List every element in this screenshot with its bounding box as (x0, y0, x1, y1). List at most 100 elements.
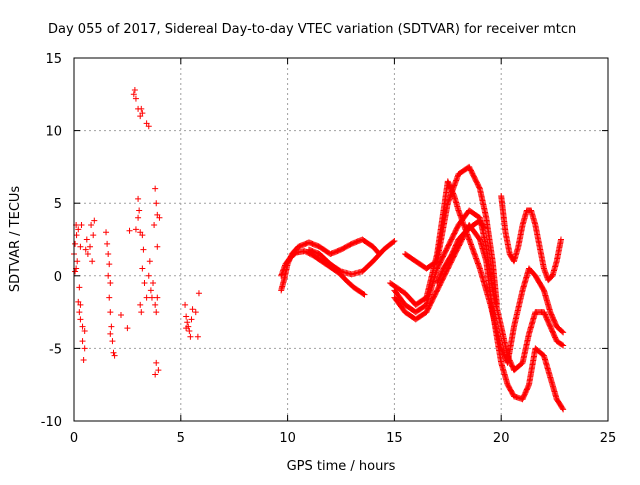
data-point (106, 261, 113, 268)
y-tick-label: -10 (41, 415, 62, 430)
data-point (139, 265, 146, 272)
data-point (559, 405, 566, 412)
data-point (152, 371, 159, 378)
series-cluster-0-1h (71, 217, 98, 364)
data-point (139, 110, 146, 117)
data-point (124, 325, 131, 332)
series-pass-F (434, 217, 488, 287)
data-point (147, 287, 154, 294)
data-point (148, 294, 155, 301)
data-point (558, 236, 565, 243)
data-point (525, 382, 532, 389)
x-tick-label: 5 (177, 431, 185, 446)
data-point (559, 341, 566, 348)
data-point (138, 309, 145, 316)
data-point (195, 290, 202, 297)
data-point (126, 227, 133, 234)
data-point (391, 237, 398, 244)
data-point (103, 229, 110, 236)
data-point (141, 280, 148, 287)
x-tick-label: 15 (386, 431, 403, 446)
y-tick-label: 15 (45, 52, 62, 67)
data-point (131, 86, 138, 93)
data-point (493, 301, 500, 308)
data-point (105, 272, 112, 279)
data-point (130, 91, 137, 98)
data-point (143, 294, 150, 301)
data-point (152, 185, 159, 192)
data-point (76, 309, 83, 316)
series-cluster-1-2h (103, 227, 133, 359)
data-point (155, 367, 162, 374)
x-tick-label: 25 (600, 431, 617, 446)
data-point (91, 217, 98, 224)
data-point (117, 312, 124, 319)
data-point (153, 309, 160, 316)
data-point (188, 316, 195, 323)
data-point (80, 357, 87, 364)
y-tick-label: -5 (49, 342, 62, 357)
data-point (109, 338, 116, 345)
data-point (183, 313, 190, 320)
data-point (480, 223, 487, 230)
data-point (104, 240, 111, 247)
data-point (76, 284, 83, 291)
data-point (74, 258, 81, 265)
data-point (145, 272, 152, 279)
data-point (152, 301, 159, 308)
axis-ticks (73, 57, 609, 422)
data-point (187, 333, 194, 340)
data-point (78, 221, 85, 228)
tick-labels: 0 5 10 15 20 25 -10 -5 0 5 10 15 (41, 52, 617, 446)
x-tick-label: 0 (70, 431, 78, 446)
y-tick-label: 5 (54, 197, 62, 212)
data-point (135, 214, 142, 221)
data-point (156, 214, 163, 221)
data-point (84, 251, 91, 258)
data-point (106, 294, 113, 301)
data-point (136, 207, 143, 214)
data-point (73, 232, 80, 239)
data-point (361, 291, 368, 298)
data-point (77, 316, 84, 323)
data-point (75, 298, 82, 305)
data-point (560, 342, 567, 349)
data-point (560, 329, 567, 336)
data-point (89, 258, 96, 265)
data-point (390, 238, 397, 245)
data-point (153, 200, 160, 207)
series-pass-D (402, 163, 500, 308)
data-point (83, 236, 90, 243)
data-point (132, 226, 139, 233)
x-tick-label: 10 (279, 431, 296, 446)
data-point (183, 325, 190, 332)
x-axis-label: GPS time / hours (287, 459, 396, 474)
data-point (360, 290, 367, 297)
data-point (192, 309, 199, 316)
data-point (189, 306, 196, 313)
data-point (140, 246, 147, 253)
data-point (146, 258, 153, 265)
chart-title: Day 055 of 2017, Sidereal Day-to-day VTE… (48, 22, 576, 37)
series-pass-A (387, 178, 567, 366)
x-tick-label: 20 (493, 431, 510, 446)
data-point (135, 195, 142, 202)
data-point (559, 328, 566, 335)
data-point (560, 406, 567, 413)
data-point (81, 345, 88, 352)
data-point (184, 319, 191, 326)
data-point (132, 95, 139, 102)
series-pass-E (498, 192, 565, 284)
y-tick-label: 0 (54, 270, 62, 285)
data-point (138, 105, 145, 112)
data-point (154, 294, 161, 301)
data-point (107, 280, 114, 287)
y-axis-label: SDTVAR / TECUs (8, 186, 23, 293)
data-point (107, 309, 114, 316)
data-point (194, 333, 201, 340)
data-point (186, 327, 193, 334)
plot-frame (73, 57, 609, 422)
data-point (72, 240, 79, 247)
data-point (87, 243, 94, 250)
